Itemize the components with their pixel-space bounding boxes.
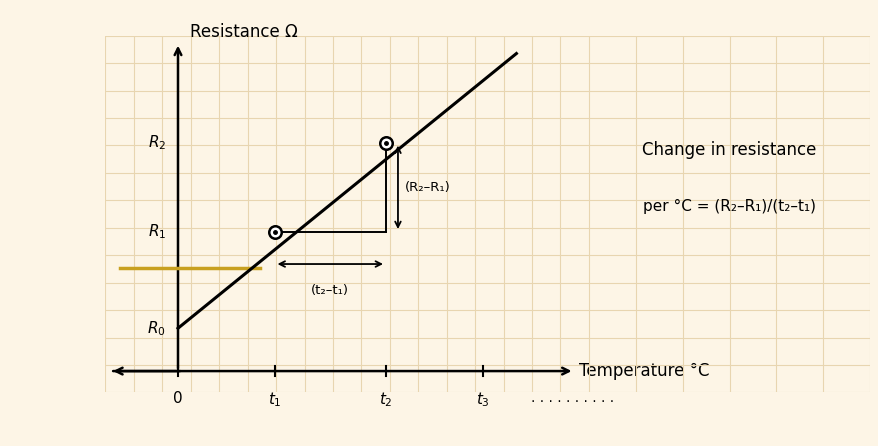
Text: . . . . . . . . . .: . . . . . . . . . . <box>530 391 614 405</box>
Text: Resistance Ω: Resistance Ω <box>190 23 298 41</box>
Text: Temperature °C: Temperature °C <box>579 362 709 380</box>
Text: $R_0$: $R_0$ <box>147 319 166 338</box>
Text: $t_1$: $t_1$ <box>268 391 281 409</box>
Text: $R_2$: $R_2$ <box>148 133 166 152</box>
Text: (t₂–t₁): (t₂–t₁) <box>311 284 349 297</box>
Text: $t_3$: $t_3$ <box>475 391 489 409</box>
Text: 0: 0 <box>173 391 183 406</box>
Text: (R₂–R₁): (R₂–R₁) <box>405 181 450 194</box>
Text: per °C = (R₂–R₁)/(t₂–t₁): per °C = (R₂–R₁)/(t₂–t₁) <box>643 199 815 215</box>
Text: $R_1$: $R_1$ <box>148 223 166 241</box>
Text: $t_2$: $t_2$ <box>378 391 392 409</box>
Text: Change in resistance: Change in resistance <box>642 141 816 159</box>
